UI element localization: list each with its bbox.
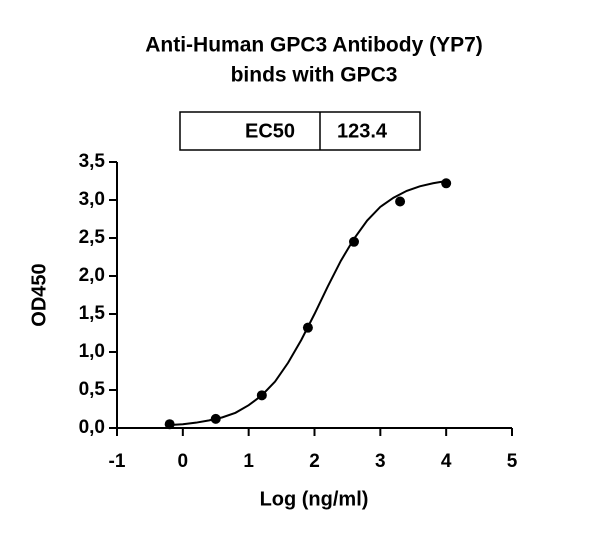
y-tick-label: 3,5 (79, 151, 106, 172)
x-tick-label: 2 (309, 451, 320, 472)
y-tick-label: 1,5 (79, 303, 106, 324)
ec50-value: 123.4 (337, 120, 388, 142)
x-tick-label: -1 (109, 451, 126, 472)
x-tick-label: 5 (507, 451, 518, 472)
x-tick-label: 4 (441, 451, 452, 472)
x-tick-label: 3 (375, 451, 386, 472)
chart-title: Anti-Human GPC3 Antibody (YP7) (145, 34, 483, 57)
data-point (164, 419, 175, 430)
y-tick-label: 0,0 (79, 417, 105, 438)
x-tick-label: 1 (243, 451, 254, 472)
data-point (210, 413, 221, 424)
ec50-label: EC50 (245, 120, 295, 142)
data-point (441, 178, 452, 189)
y-tick-label: 2,0 (79, 265, 105, 286)
data-point (256, 390, 267, 401)
fit-curve (169, 180, 447, 426)
ec50-box (179, 111, 421, 151)
x-tick-label: 0 (178, 451, 189, 472)
y-tick-label: 1,0 (79, 341, 105, 362)
y-axis-label: OD450 (28, 263, 50, 326)
data-point (349, 236, 359, 247)
data-point (395, 196, 406, 207)
chart-title: binds with GPC3 (231, 64, 398, 87)
y-tick-label: 0,5 (79, 379, 106, 400)
y-tick-label: 2,5 (79, 227, 106, 248)
x-axis-label: Log (ng/ml) (260, 488, 369, 510)
data-point (302, 322, 313, 333)
y-tick-label: 3,0 (79, 189, 105, 210)
